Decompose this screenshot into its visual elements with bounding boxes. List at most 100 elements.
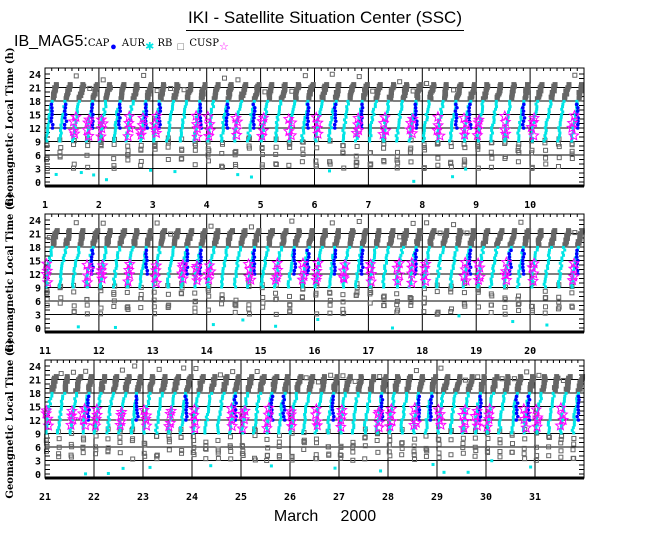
aur-marker bbox=[400, 102, 404, 106]
aur-marker bbox=[44, 431, 48, 435]
cusp-marker bbox=[115, 405, 128, 418]
cap-marker bbox=[429, 414, 433, 419]
aur-marker bbox=[265, 102, 269, 106]
aur-marker bbox=[572, 118, 576, 122]
rb-marker bbox=[394, 302, 400, 308]
cap-marker bbox=[359, 255, 364, 259]
cap-marker bbox=[306, 105, 311, 110]
cap-marker bbox=[135, 411, 140, 416]
aur-marker bbox=[181, 126, 185, 130]
aur-marker bbox=[248, 128, 252, 132]
aur-marker bbox=[85, 394, 89, 398]
rb-marker bbox=[93, 433, 99, 439]
aur-marker bbox=[203, 431, 207, 435]
rb-marker bbox=[215, 228, 221, 234]
aur-marker bbox=[521, 253, 525, 257]
cap-marker bbox=[307, 251, 311, 256]
rb-marker bbox=[368, 161, 374, 167]
aur-marker bbox=[280, 248, 284, 252]
aur-marker bbox=[450, 118, 454, 122]
rb-marker bbox=[283, 228, 289, 234]
cusp-marker bbox=[150, 276, 163, 289]
aur-marker bbox=[122, 397, 126, 401]
aur-marker bbox=[291, 110, 295, 114]
aur-marker bbox=[178, 136, 182, 140]
aur-marker bbox=[448, 426, 452, 430]
aur-marker bbox=[549, 99, 553, 103]
aur-marker bbox=[194, 115, 198, 119]
aur-marker bbox=[146, 399, 150, 403]
rb-marker bbox=[418, 82, 424, 88]
rb-marker bbox=[435, 155, 441, 161]
aur-marker bbox=[119, 423, 123, 427]
aur-marker bbox=[155, 264, 159, 268]
aur-marker bbox=[331, 253, 335, 257]
aur-marker bbox=[148, 465, 152, 469]
rb-marker bbox=[464, 230, 470, 236]
rb-marker bbox=[327, 159, 333, 165]
aur-marker bbox=[373, 251, 377, 255]
aur-marker bbox=[414, 245, 418, 249]
aur-marker bbox=[112, 136, 116, 140]
rb-marker bbox=[260, 294, 266, 300]
aur-marker bbox=[58, 410, 62, 414]
cusp-marker bbox=[566, 116, 579, 129]
aur-marker bbox=[71, 277, 75, 281]
aur-marker bbox=[464, 167, 468, 171]
aur-marker bbox=[477, 128, 481, 132]
aur-marker bbox=[437, 274, 441, 278]
aur-marker bbox=[64, 251, 68, 255]
rb-marker bbox=[132, 363, 138, 369]
aur-marker bbox=[328, 123, 332, 127]
rb-marker bbox=[419, 374, 425, 380]
aur-marker bbox=[169, 110, 173, 114]
rb-marker bbox=[84, 297, 90, 303]
cap-marker bbox=[198, 105, 203, 110]
rb-marker bbox=[340, 299, 346, 305]
rb-marker bbox=[310, 82, 316, 88]
aur-marker bbox=[342, 397, 346, 401]
aur-marker bbox=[424, 266, 428, 270]
rb-marker bbox=[57, 300, 63, 306]
cusp-marker bbox=[191, 130, 204, 142]
cap-marker bbox=[331, 397, 335, 402]
aur-marker bbox=[251, 256, 255, 260]
aur-marker bbox=[263, 259, 267, 263]
aur-marker bbox=[59, 407, 63, 411]
aur-marker bbox=[292, 402, 296, 406]
aur-marker bbox=[381, 136, 385, 140]
aur-marker bbox=[160, 391, 164, 395]
rb-marker bbox=[80, 82, 86, 88]
aur-marker bbox=[492, 120, 496, 124]
rb-marker bbox=[505, 374, 511, 380]
rb-marker bbox=[78, 374, 84, 380]
cusp-marker bbox=[406, 112, 419, 125]
aur-marker bbox=[547, 426, 551, 430]
aur-marker bbox=[126, 277, 130, 281]
aur-marker bbox=[521, 245, 525, 249]
aur-marker bbox=[72, 123, 76, 127]
x-tick-label: 18 bbox=[416, 346, 428, 357]
aur-marker bbox=[327, 285, 331, 289]
aur-marker bbox=[399, 259, 403, 263]
aur-marker bbox=[180, 123, 184, 127]
x-tick-label: 26 bbox=[284, 492, 296, 503]
aur-marker bbox=[435, 285, 439, 289]
cusp-marker bbox=[405, 276, 418, 289]
aur-marker bbox=[302, 423, 306, 427]
aur-marker bbox=[330, 264, 334, 268]
aur-marker bbox=[427, 102, 431, 106]
aur-marker bbox=[85, 399, 89, 403]
aur-marker bbox=[439, 113, 443, 117]
aur-marker bbox=[367, 397, 371, 401]
aur-marker bbox=[219, 407, 223, 411]
aur-marker bbox=[489, 136, 493, 140]
aur-marker bbox=[452, 115, 456, 119]
rb-marker bbox=[192, 290, 198, 296]
cap-marker bbox=[521, 255, 526, 259]
aur-marker bbox=[302, 272, 306, 276]
aur-marker bbox=[450, 418, 454, 422]
aur-marker bbox=[407, 139, 411, 143]
aur-marker bbox=[304, 256, 308, 260]
aur-marker bbox=[343, 391, 347, 395]
